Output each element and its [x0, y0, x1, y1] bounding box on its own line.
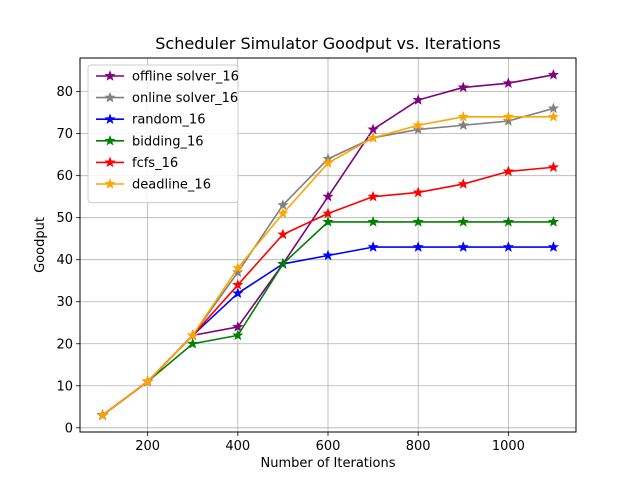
legend-label: offline solver_16: [132, 70, 239, 85]
data-point: [502, 241, 514, 252]
data-point: [457, 110, 469, 122]
y-tick-label: 70: [56, 127, 73, 142]
data-point: [412, 94, 424, 105]
data-point: [502, 115, 514, 126]
data-point: [232, 321, 244, 332]
legend-item: bidding_16: [96, 134, 204, 149]
legend-swatch-marker: [104, 178, 116, 189]
data-point: [547, 110, 560, 122]
data-point: [502, 216, 514, 227]
y-tick-label: 60: [56, 169, 73, 184]
data-point: [367, 241, 379, 252]
data-point: [322, 157, 334, 168]
data-point: [322, 249, 334, 261]
legend-item: deadline_16: [96, 178, 211, 193]
data-point: [232, 266, 244, 278]
y-tick-label: 30: [56, 295, 73, 310]
y-tick-label: 50: [56, 211, 73, 226]
series-bidding-16: [96, 216, 560, 420]
data-point: [502, 110, 514, 122]
data-point: [412, 216, 424, 227]
y-tick-label: 20: [56, 337, 73, 352]
data-point: [547, 241, 560, 252]
data-point: [232, 287, 244, 299]
data-point: [412, 186, 424, 198]
data-point: [547, 68, 560, 80]
data-point: [457, 241, 469, 252]
legend-item: online solver_16: [96, 91, 238, 106]
data-point: [187, 337, 199, 349]
legend-swatch-marker: [104, 113, 116, 124]
y-axis-label: Goodput: [33, 217, 48, 273]
data-point: [367, 190, 379, 202]
y-tick-label: 10: [56, 379, 73, 394]
x-tick-label: 1000: [492, 439, 525, 454]
data-point: [277, 207, 289, 219]
legend-label: online solver_16: [132, 91, 238, 106]
legend-swatch-marker: [104, 156, 116, 168]
legend-box: [87, 64, 239, 204]
data-point: [412, 119, 424, 130]
axis-ticks: 200 400 600 800 1000 0 10 20 30 40 50 60 70 80: [56, 85, 524, 454]
data-point: [322, 207, 334, 219]
data-point: [412, 241, 424, 252]
series-deadline-16: [96, 110, 560, 420]
x-tick-label: 400: [225, 439, 250, 454]
legend-label: deadline_16: [132, 178, 211, 193]
data-point: [502, 77, 514, 88]
data-point: [322, 190, 334, 202]
legend-swatch-marker: [104, 70, 116, 81]
legend-item: offline solver_16: [96, 70, 239, 85]
data-point: [277, 199, 289, 210]
data-point: [457, 216, 469, 227]
x-tick-label: 200: [135, 439, 160, 454]
legend-swatch-marker: [104, 134, 116, 146]
legend-item: fcfs_16: [96, 156, 178, 171]
data-point: [232, 329, 244, 341]
data-point: [322, 216, 334, 227]
data-point: [232, 279, 244, 290]
data-point: [412, 123, 424, 135]
data-point: [367, 131, 379, 143]
data-point: [547, 161, 560, 172]
data-point: [457, 119, 469, 130]
data-point: [547, 102, 560, 114]
data-point: [232, 262, 244, 273]
legend-label: bidding_16: [132, 134, 204, 149]
x-tick-label: 600: [316, 439, 341, 454]
x-axis-label: Number of Iterations: [261, 456, 396, 471]
data-point: [367, 123, 379, 135]
y-tick-label: 40: [56, 253, 73, 268]
data-point: [457, 178, 469, 189]
legend-label: fcfs_16: [132, 156, 178, 171]
data-point: [277, 228, 289, 240]
data-point: [367, 216, 379, 227]
chart-title: Scheduler Simulator Goodput vs. Iteratio…: [155, 34, 500, 53]
series-layer: [96, 68, 560, 420]
data-point: [547, 216, 560, 227]
data-point: [457, 81, 469, 93]
y-tick-label: 80: [56, 85, 73, 100]
data-point: [277, 258, 289, 269]
data-point: [502, 165, 514, 177]
y-tick-label: 0: [65, 421, 73, 436]
x-tick-label: 800: [406, 439, 431, 454]
data-point: [142, 375, 154, 387]
data-point: [96, 409, 109, 420]
legend-label: random_16: [132, 113, 205, 128]
legend-swatch-marker: [104, 91, 116, 103]
legend-item: random_16: [96, 113, 205, 128]
data-point: [187, 329, 199, 341]
